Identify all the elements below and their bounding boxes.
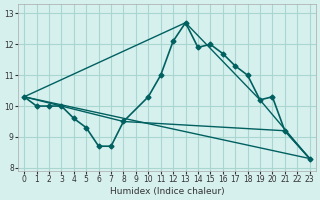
X-axis label: Humidex (Indice chaleur): Humidex (Indice chaleur): [109, 187, 224, 196]
